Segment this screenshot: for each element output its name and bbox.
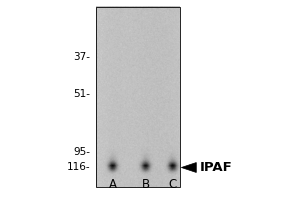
Text: C: C xyxy=(168,178,176,191)
Polygon shape xyxy=(182,163,196,172)
Text: 95-: 95- xyxy=(73,147,90,157)
Text: 37-: 37- xyxy=(73,52,90,62)
Text: 116-: 116- xyxy=(67,162,90,172)
Text: IPAF: IPAF xyxy=(199,161,232,174)
Bar xyxy=(96,7,180,187)
Text: B: B xyxy=(142,178,150,191)
Text: 51-: 51- xyxy=(73,89,90,99)
Text: A: A xyxy=(109,178,117,191)
